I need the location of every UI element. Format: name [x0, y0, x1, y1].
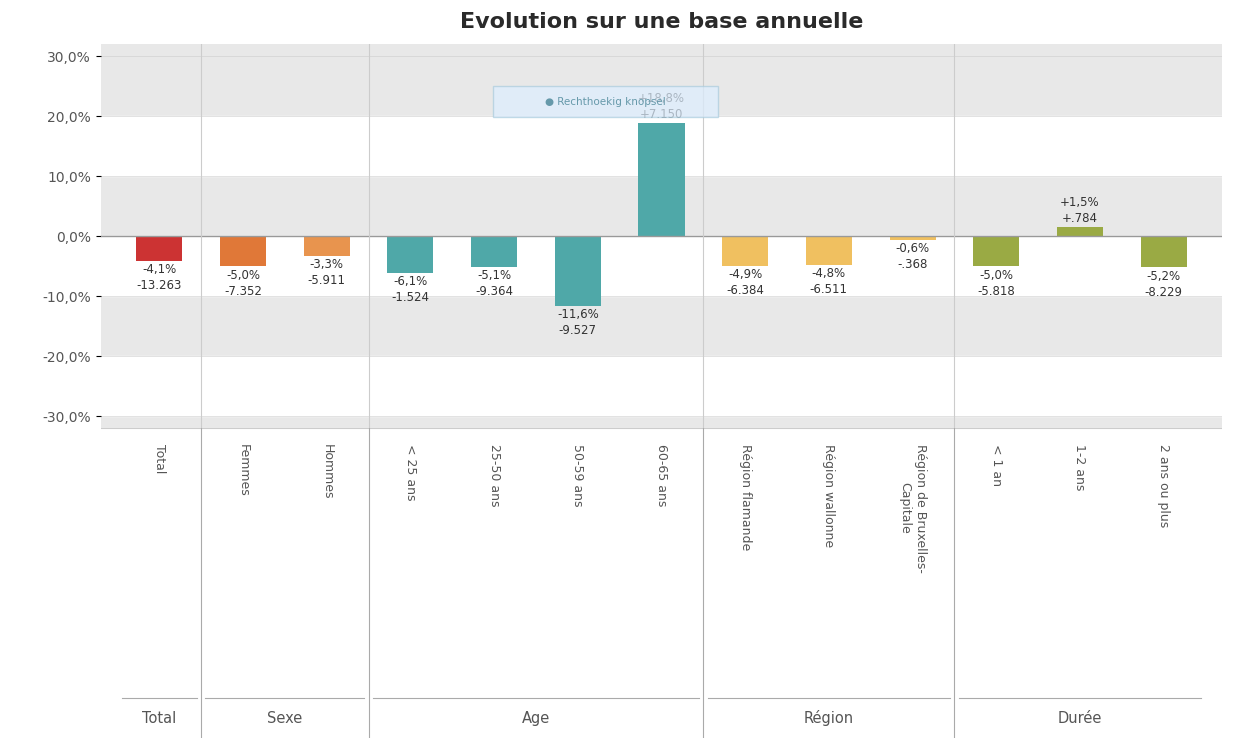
Bar [101, 236, 1222, 296]
Text: +1,5%
+.784: +1,5% +.784 [1060, 196, 1100, 225]
Bar [890, 236, 936, 240]
Bar [1140, 236, 1187, 267]
Bar [722, 236, 769, 266]
Bar [101, 356, 1222, 416]
Text: < 1 an: < 1 an [990, 444, 1003, 486]
Bar [136, 236, 183, 261]
Text: -4,1%
-13.263: -4,1% -13.263 [136, 263, 181, 292]
Bar [471, 236, 517, 266]
Text: 50-59 ans: 50-59 ans [571, 444, 585, 506]
Text: -11,6%
-9.527: -11,6% -9.527 [557, 308, 598, 337]
Text: -5,0%
-7.352: -5,0% -7.352 [224, 269, 262, 297]
Text: Région: Région [804, 710, 854, 725]
Text: 1-2 ans: 1-2 ans [1074, 444, 1086, 490]
Bar [1057, 227, 1102, 236]
Text: -5,2%
-8.229: -5,2% -8.229 [1144, 270, 1183, 299]
FancyBboxPatch shape [494, 86, 717, 117]
Bar [973, 236, 1019, 266]
Bar [554, 236, 601, 306]
Text: Total: Total [142, 711, 176, 725]
Text: Sexe: Sexe [267, 711, 302, 725]
Bar [639, 123, 684, 236]
Text: Femmes: Femmes [237, 444, 249, 496]
Text: < 25 ans: < 25 ans [404, 444, 417, 500]
Text: -0,6%
-.368: -0,6% -.368 [896, 242, 930, 271]
Text: Hommes: Hommes [320, 444, 333, 499]
Bar [101, 117, 1222, 176]
Text: -4,9%
-6.384: -4,9% -6.384 [726, 268, 764, 297]
Text: Région wallonne: Région wallonne [823, 444, 835, 547]
Bar [220, 236, 266, 266]
Text: -3,3%
-5.911: -3,3% -5.911 [307, 258, 345, 287]
Bar [806, 236, 852, 265]
Text: 25-50 ans: 25-50 ans [488, 444, 500, 506]
Text: ● Rechthoekig knopsel: ● Rechthoekig knopsel [546, 97, 665, 107]
Text: -5,1%
-9.364: -5,1% -9.364 [475, 269, 513, 298]
Bar [387, 236, 433, 273]
Text: Région de Bruxelles-
Capitale: Région de Bruxelles- Capitale [898, 444, 926, 573]
Title: Evolution sur une base annuelle: Evolution sur une base annuelle [460, 12, 863, 32]
Text: Age: Age [522, 711, 551, 725]
Text: -5,0%
-5.818: -5,0% -5.818 [978, 269, 1016, 297]
Text: Durée: Durée [1057, 711, 1102, 725]
Text: 2 ans ou plus: 2 ans ou plus [1157, 444, 1171, 527]
Text: +18,8%
+7.150: +18,8% +7.150 [638, 92, 685, 121]
Text: -6,1%
-1.524: -6,1% -1.524 [392, 275, 430, 304]
Text: 60-65 ans: 60-65 ans [655, 444, 668, 506]
Text: Région flamande: Région flamande [738, 444, 752, 550]
Text: Total: Total [152, 444, 166, 473]
Text: -4,8%
-6.511: -4,8% -6.511 [810, 267, 848, 297]
Bar [304, 236, 350, 256]
